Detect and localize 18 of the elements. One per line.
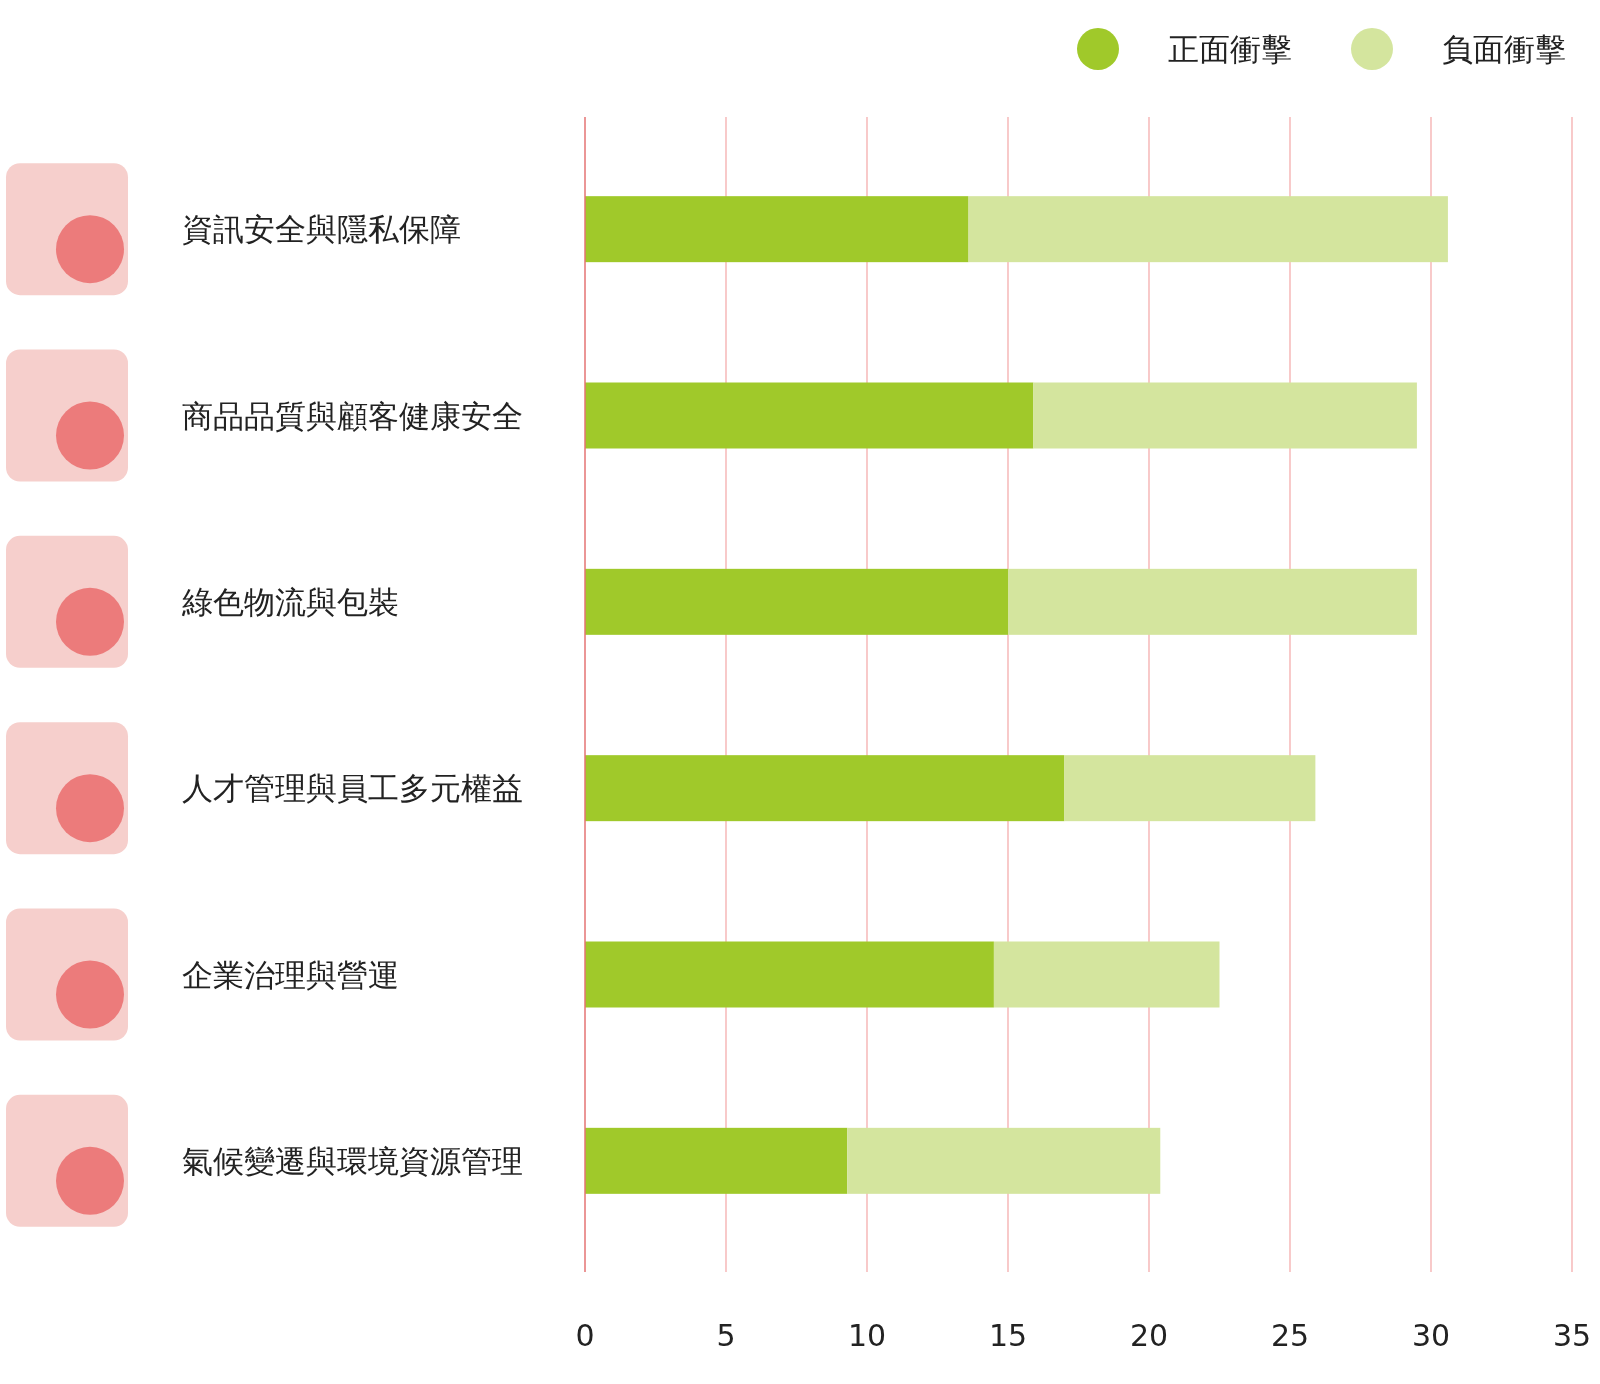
y-tick-label: 氣候變遷與環境資源管理 (182, 1142, 523, 1179)
x-tick-label: 5 (716, 1318, 736, 1353)
x-tick-label: 15 (988, 1318, 1028, 1353)
legend-label: 負面衝擊 (1442, 31, 1566, 67)
y-tick-label: 商品品質與顧客健康安全 (182, 397, 523, 434)
x-tick-label: 25 (1270, 1318, 1310, 1353)
x-tick-label: 35 (1552, 1318, 1592, 1353)
legend-item: 負面衝擊 (1351, 28, 1566, 70)
x-tick-label: 10 (847, 1318, 887, 1353)
y-tick-label: 企業治理與營運 (182, 956, 399, 993)
y-tick-label: 資訊安全與隱私保障 (182, 211, 461, 248)
x-tick-label: 20 (1129, 1318, 1169, 1353)
x-tick-label: 0 (575, 1318, 595, 1353)
legend-label: 正面衝擊 (1168, 31, 1292, 67)
legend-item: 正面衝擊 (1077, 28, 1292, 70)
y-tick-label: 綠色物流與包裝 (181, 583, 399, 620)
x-tick-label: 30 (1411, 1318, 1451, 1353)
y-tick-label: 人才管理與員工多元權益 (182, 770, 523, 807)
